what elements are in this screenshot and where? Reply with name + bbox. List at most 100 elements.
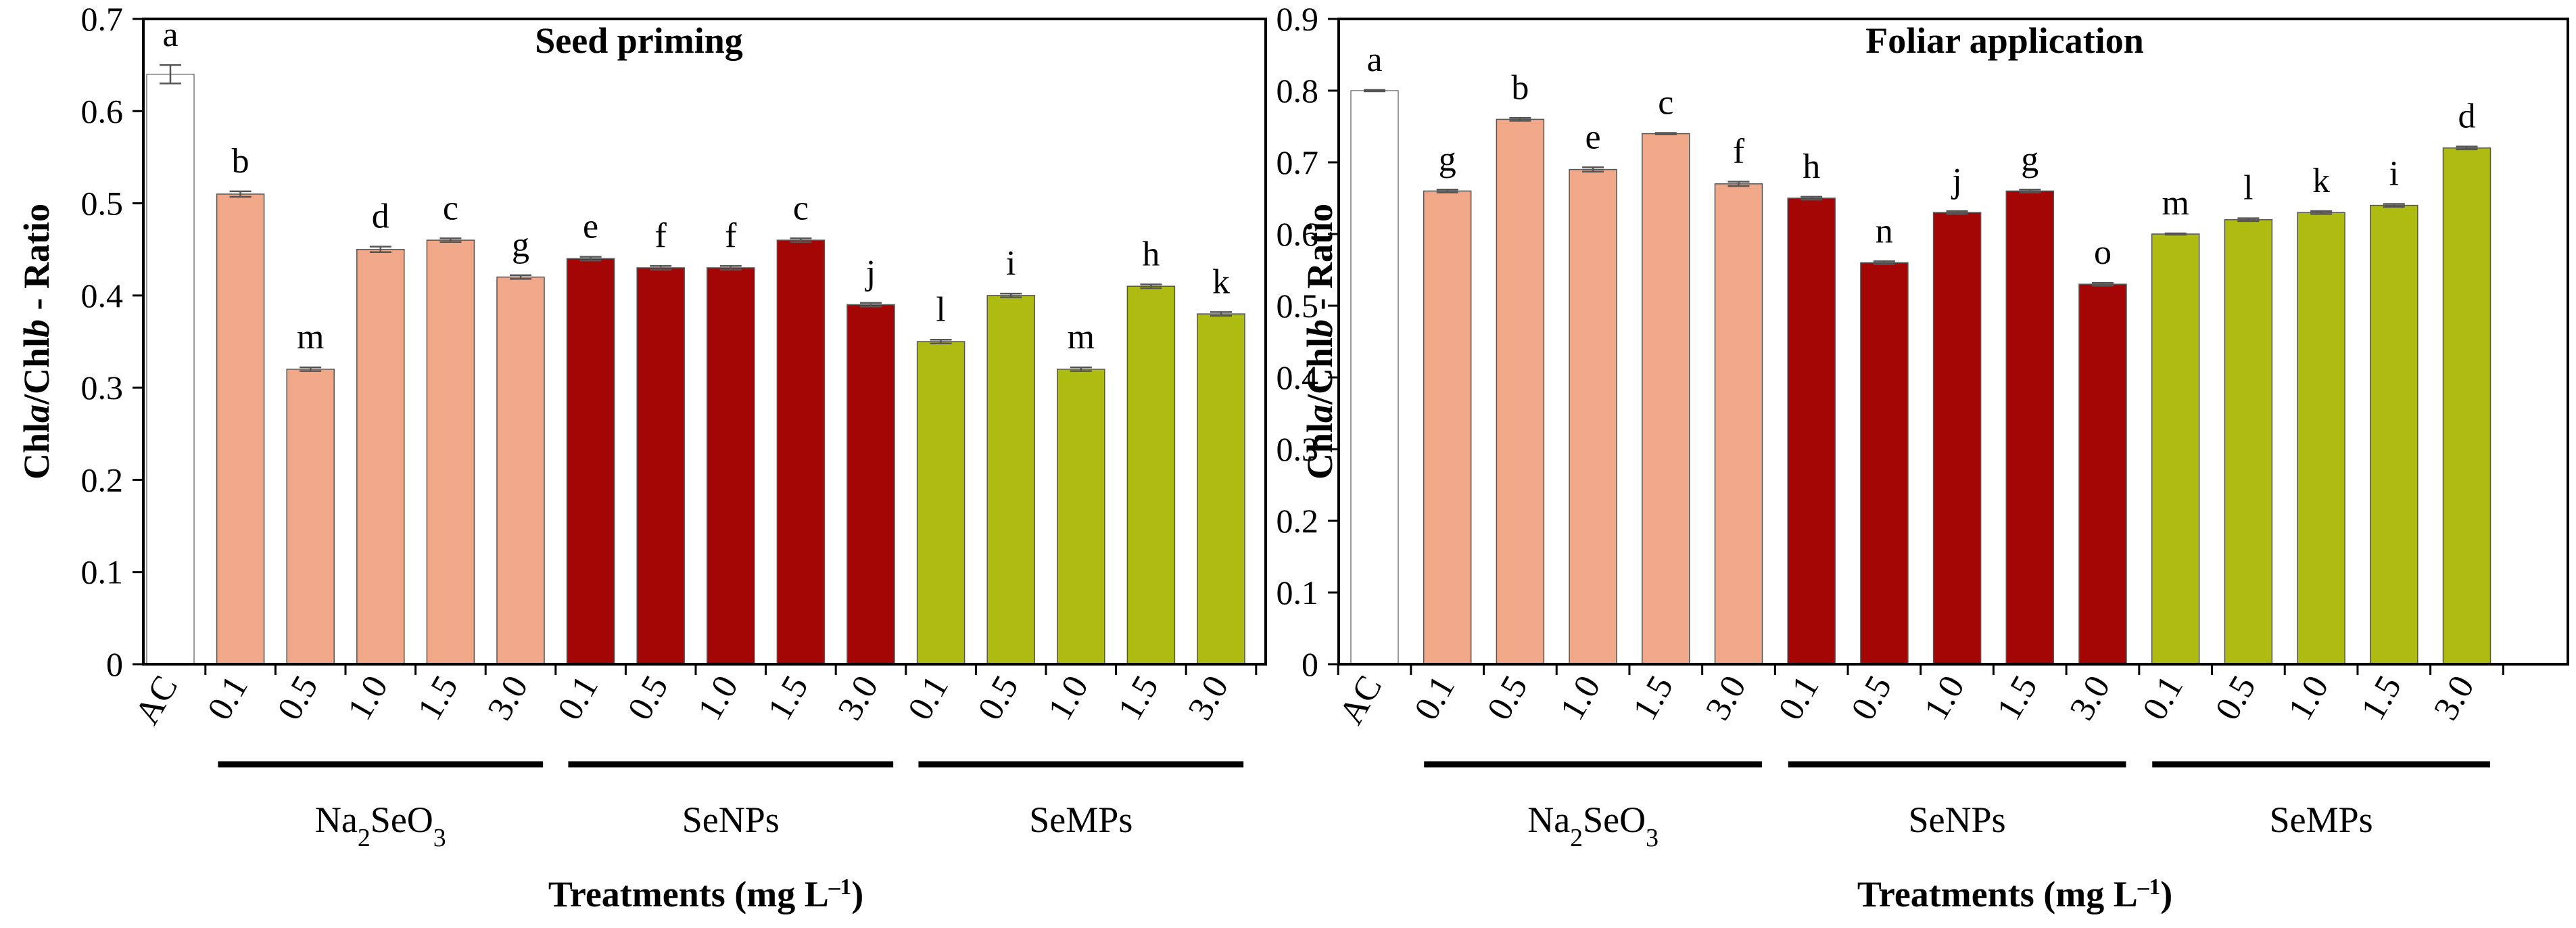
bar [846, 304, 895, 665]
significance-letter: b [1511, 68, 1529, 107]
category-label: 0.5 [1480, 670, 1535, 727]
y-tick-label: 0.5 [1277, 287, 1319, 325]
significance-letter: c [443, 189, 458, 227]
error-bar [930, 339, 952, 344]
significance-letter: o [2094, 233, 2112, 272]
text-part: ) [851, 874, 863, 914]
text-part: SeMPs [2270, 799, 2373, 840]
text-part: Treatments (mg L [1857, 874, 2138, 914]
bar [2370, 204, 2418, 665]
significance-letter: n [1876, 212, 1893, 250]
bar [636, 267, 685, 665]
significance-letter: g [2021, 140, 2038, 179]
group-label: SeNPs [682, 799, 780, 840]
bar [1787, 198, 1836, 665]
y-tick-label: 0.1 [81, 553, 124, 591]
y-tick-label: 0 [1302, 645, 1318, 683]
bar [1423, 190, 1472, 665]
error-bar [1000, 292, 1022, 298]
y-tick-label: 0.2 [1277, 502, 1319, 540]
panel-title: Seed priming [535, 20, 743, 61]
category-label: 3.0 [2427, 670, 2482, 727]
x-axis-title: Treatments (mg L–1) [1857, 874, 2172, 914]
significance-letter: h [1803, 147, 1820, 186]
y-tick-label: 0.9 [1277, 0, 1319, 38]
error-bar [1946, 210, 1968, 215]
significance-letter: c [793, 189, 809, 227]
significance-letter: a [162, 16, 178, 54]
significance-letter: c [1658, 84, 1673, 122]
y-tick-label: 0 [106, 645, 123, 683]
text-part: Treatments (mg L [548, 874, 829, 914]
text-part: b [1299, 319, 1340, 338]
y-axis-title: Chla/Chlb - Ratio [16, 204, 57, 480]
significance-letter: f [1733, 133, 1745, 171]
text-part: Chl [16, 423, 57, 480]
category-label: 0.5 [621, 669, 676, 726]
error-bar [1070, 366, 1092, 372]
significance-letter: j [1951, 162, 1961, 200]
error-bar [1654, 132, 1677, 135]
category-label: 1.5 [2354, 670, 2409, 727]
category-label: 1.0 [1553, 670, 1608, 727]
error-bar [160, 64, 181, 85]
y-tick-label: 0.2 [81, 461, 124, 498]
significance-letter: a [1366, 41, 1382, 79]
bar [1569, 168, 1617, 665]
category-label: 0.1 [1407, 670, 1462, 727]
significance-letter: m [1068, 318, 1095, 356]
text-part: 2 [358, 824, 371, 852]
text-part: ) [2160, 874, 2172, 914]
error-bar [1436, 189, 1458, 193]
plot-frame [142, 18, 1267, 666]
text-part: Chl [1299, 423, 1340, 480]
bar [1197, 313, 1245, 665]
error-bar [579, 256, 602, 262]
y-tick-label: 0.5 [81, 185, 124, 223]
category-label: 1.5 [1990, 670, 2045, 727]
significance-letter: l [2243, 169, 2253, 208]
text-part: –1 [828, 875, 851, 900]
bar [2224, 219, 2273, 665]
significance-letter: d [2458, 97, 2476, 136]
error-bar [1509, 117, 1531, 122]
bar [1860, 262, 1909, 665]
category-label: 1.5 [410, 670, 466, 727]
category-label: 1.5 [1111, 670, 1166, 727]
group-label: Na2SeO3 [315, 799, 446, 852]
plot-frame [1337, 18, 2569, 666]
bar [426, 239, 475, 665]
category-label: AC [1332, 670, 1389, 731]
category-label: 0.1 [1771, 670, 1827, 727]
error-bar [2019, 189, 2041, 193]
text-part: a [16, 404, 57, 423]
significance-letter: h [1142, 235, 1160, 274]
error-bar [1210, 311, 1232, 317]
error-bar [369, 246, 391, 254]
text-part: –1 [2137, 875, 2160, 900]
bar [707, 267, 755, 665]
significance-letter: e [1585, 118, 1601, 156]
error-bar [2237, 217, 2260, 223]
category-label: 1.0 [340, 670, 396, 727]
significance-letter: i [1006, 244, 1016, 283]
category-label: 0.1 [2135, 670, 2191, 727]
bar [916, 341, 965, 665]
text-part: SeMPs [1029, 799, 1132, 840]
error-bar [1582, 166, 1604, 173]
text-part: SeO [1583, 799, 1646, 840]
group-label: SeNPs [1909, 799, 2006, 840]
group-label: SeMPs [1029, 799, 1132, 840]
error-bar [300, 366, 322, 372]
y-tick-label: 0.6 [1277, 215, 1319, 253]
x-axis-title: Treatments (mg L–1) [548, 874, 863, 914]
category-label: AC [128, 670, 185, 731]
y-tick-label: 0.4 [1277, 358, 1319, 396]
error-bar [719, 264, 742, 271]
error-bar [1364, 89, 1385, 93]
bar [2442, 147, 2491, 665]
bar [496, 276, 545, 665]
y-tick-label: 0.7 [81, 0, 124, 38]
category-label: 1.0 [1041, 670, 1096, 727]
bar [356, 248, 405, 665]
